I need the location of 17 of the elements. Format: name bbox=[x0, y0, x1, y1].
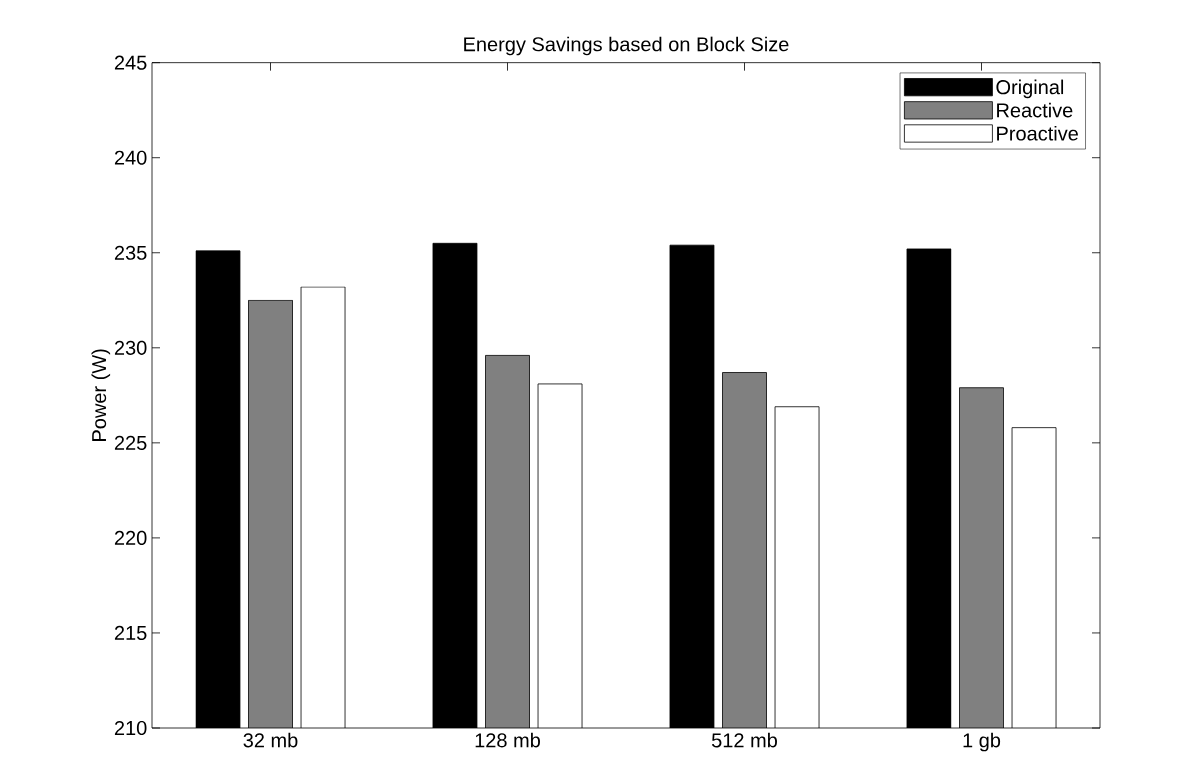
legend-label: Proactive bbox=[997, 125, 1078, 141]
legend-label: Reactive bbox=[997, 102, 1073, 118]
y-tick-label: 220 bbox=[114, 530, 147, 545]
y-tick-label: 215 bbox=[114, 625, 147, 641]
x-tick-label: 1 gb bbox=[963, 732, 1001, 752]
y-tick-label: 225 bbox=[114, 435, 147, 450]
y-tick-label: 240 bbox=[114, 150, 147, 165]
y-axis-title: Power (W) bbox=[91, 349, 111, 441]
x-tick-label: 512 mb bbox=[711, 732, 777, 748]
y-tick-label: 245 bbox=[114, 55, 147, 70]
x-tick-label: 32 mb bbox=[243, 732, 298, 748]
y-tick-label: 210 bbox=[114, 720, 147, 736]
y-tick-label: 230 bbox=[114, 340, 147, 355]
legend-label: Original bbox=[996, 79, 1064, 99]
chart-title: Energy Savings based on Block Size bbox=[464, 36, 789, 56]
y-tick-label: 235 bbox=[114, 245, 147, 260]
x-tick-label: 128 mb bbox=[475, 732, 540, 748]
